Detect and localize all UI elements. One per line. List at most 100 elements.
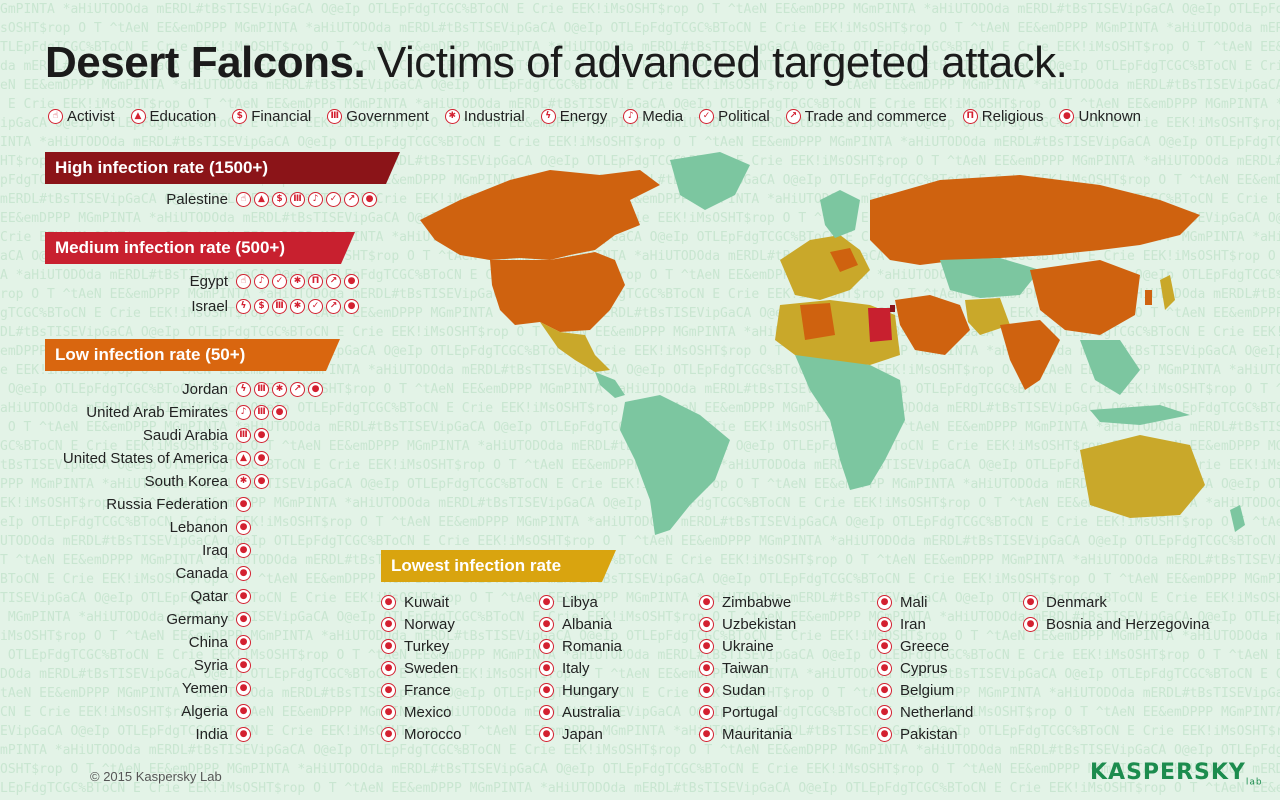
- unknown-icon: ●: [539, 727, 554, 742]
- government-icon: Ⅲ: [290, 192, 305, 207]
- country-name: Japan: [562, 726, 603, 743]
- copyright: © 2015 Kaspersky Lab: [90, 769, 222, 784]
- title-bold: Desert Falcons.: [45, 38, 366, 87]
- sector-icons: ▲ ●: [236, 451, 269, 466]
- legend-item-trade: ↗ Trade and commerce: [785, 108, 947, 125]
- unknown-icon: ●: [236, 497, 251, 512]
- country-name: Iran: [900, 616, 926, 633]
- country-row: Jordan ϟ Ⅲ ✱ ↗ ●: [0, 381, 323, 398]
- unknown-icon: ●: [381, 661, 396, 676]
- lowest-country: ● Mexico: [381, 704, 452, 721]
- country-row: United Arab Emirates ♪ Ⅲ ●: [0, 404, 287, 421]
- country-name: Egypt: [189, 273, 228, 290]
- country-name: Pakistan: [900, 726, 958, 743]
- high-infection-header: High infection rate (1500+): [45, 152, 400, 184]
- media-icon: ♪: [308, 192, 323, 207]
- legend-label: Government: [346, 108, 429, 125]
- sector-icons: ●: [236, 658, 251, 673]
- political-icon: ✓: [699, 109, 715, 124]
- lowest-country: ● Bosnia and Herzegovina: [1023, 616, 1209, 633]
- country-row: Syria ●: [0, 657, 251, 674]
- legend-label: Education: [149, 108, 217, 125]
- lowest-country: ● France: [381, 682, 451, 699]
- country-name: Turkey: [404, 638, 450, 655]
- country-name: Lebanon: [169, 519, 228, 536]
- lowest-country: ● Libya: [539, 594, 598, 611]
- country-name: Hungary: [562, 682, 619, 699]
- country-name: Saudi Arabia: [142, 427, 228, 444]
- unknown-icon: ●: [254, 474, 269, 489]
- lowest-country: ● Netherland: [877, 704, 973, 721]
- financial-icon: $: [254, 299, 269, 314]
- legend-item-religious: Π Religious: [962, 108, 1043, 125]
- country-name: South Korea: [144, 473, 228, 490]
- unknown-icon: ●: [877, 639, 892, 654]
- country-name: Russia Federation: [106, 496, 228, 513]
- lowest-country: ● Morocco: [381, 726, 462, 743]
- political-icon: ✓: [326, 192, 341, 207]
- unknown-icon: ●: [877, 661, 892, 676]
- lowest-country: ● Taiwan: [699, 660, 769, 677]
- media-icon: ♪: [254, 274, 269, 289]
- map-europe-west: [780, 235, 870, 300]
- unknown-icon: ●: [236, 635, 251, 650]
- industrial-icon: ✱: [290, 274, 305, 289]
- trade-icon: ↗: [785, 109, 801, 124]
- activist-icon: ☝: [236, 274, 251, 289]
- lowest-country: ● Sweden: [381, 660, 458, 677]
- legend-item-activist: ☝ Activist: [48, 108, 115, 125]
- country-name: Germany: [166, 611, 228, 628]
- country-name: Belgium: [900, 682, 955, 699]
- unknown-icon: ●: [877, 595, 892, 610]
- unknown-icon: ●: [236, 727, 251, 742]
- country-row: Germany ●: [0, 611, 251, 628]
- energy-icon: ϟ: [236, 382, 251, 397]
- map-southeast-asia: [1080, 340, 1140, 395]
- country-name: Greece: [900, 638, 950, 655]
- political-icon: ✓: [308, 299, 323, 314]
- country-name: France: [404, 682, 451, 699]
- unknown-icon: ●: [254, 451, 269, 466]
- legend-item-energy: ϟ Energy: [540, 108, 608, 125]
- country-name: United Arab Emirates: [86, 404, 228, 421]
- sector-icons: ●: [236, 497, 251, 512]
- sector-icons: ☝ ♪ ✓ ✱ Π ↗ ●: [236, 274, 359, 289]
- map-new-zealand: [1230, 505, 1245, 532]
- sector-icons: ●: [236, 727, 251, 742]
- lowest-country: ● Cyprus: [877, 660, 948, 677]
- map-usa: [490, 252, 625, 332]
- unknown-icon: ●: [877, 683, 892, 698]
- country-name: Taiwan: [722, 660, 769, 677]
- country-name: Australia: [562, 704, 621, 721]
- map-palestine: [890, 305, 895, 312]
- country-name: Italy: [562, 660, 590, 677]
- sector-icons: ϟ $ Ⅲ ✱ ✓ ↗ ●: [236, 299, 359, 314]
- legend-label: Financial: [251, 108, 312, 125]
- country-name: Canada: [175, 565, 228, 582]
- unknown-icon: ●: [236, 658, 251, 673]
- country-name: Denmark: [1046, 594, 1107, 611]
- lowest-country: ● Belgium: [877, 682, 954, 699]
- lowest-country: ● Greece: [877, 638, 949, 655]
- government-icon: Ⅲ: [236, 428, 251, 443]
- country-row: Lebanon ●: [0, 519, 251, 536]
- country-name: Zimbabwe: [722, 594, 792, 611]
- legend-label: Industrial: [463, 108, 525, 125]
- lowest-country: ● Australia: [539, 704, 620, 721]
- unknown-icon: ●: [699, 727, 714, 742]
- unknown-icon: ●: [539, 595, 554, 610]
- unknown-icon: ●: [699, 683, 714, 698]
- unknown-icon: ●: [381, 727, 396, 742]
- legend-label: Unknown: [1078, 108, 1142, 125]
- legend-label: Activist: [67, 108, 115, 125]
- country-name: Portugal: [722, 704, 778, 721]
- lowest-country: ● Mali: [877, 594, 928, 611]
- map-central-america: [595, 372, 625, 398]
- legend-label: Energy: [559, 108, 608, 125]
- unknown-icon: ●: [236, 589, 251, 604]
- sector-icons: ☝ ▲ $ Ⅲ ♪ ✓ ↗ ●: [236, 192, 377, 207]
- map-iran: [965, 298, 1010, 335]
- religious-icon: Π: [308, 274, 323, 289]
- lowest-country: ● Japan: [539, 726, 603, 743]
- sector-icons: ●: [236, 704, 251, 719]
